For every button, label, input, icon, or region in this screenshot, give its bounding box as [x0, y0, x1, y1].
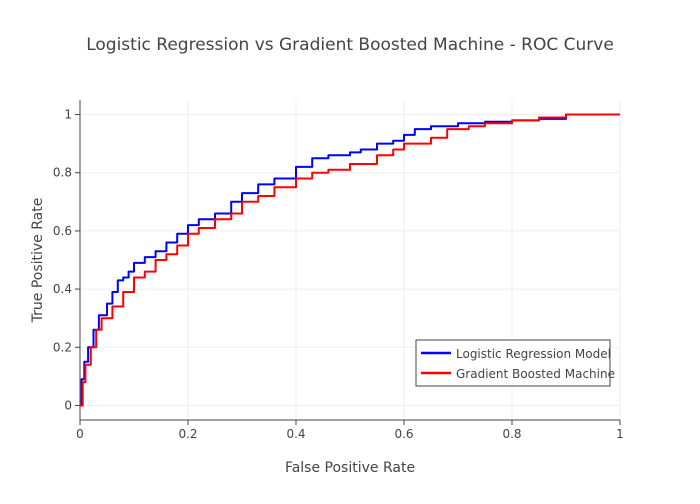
y-tick-label: 0.2	[53, 340, 72, 354]
legend-item-logistic[interactable]: Logistic Regression Model	[421, 347, 611, 361]
axes-layer: 0 0.2 0.4 0.6 0.8 1 0 0.2 0.4 0.6 0.8 1	[53, 100, 624, 441]
y-axis-label: True Positive Rate	[30, 198, 46, 324]
x-tick-label: 0.2	[178, 427, 197, 441]
series-line-logistic-regression	[80, 113, 620, 407]
x-tick-label: 0.8	[502, 427, 521, 441]
grid-layer	[80, 100, 621, 420]
x-tick-label: 0.4	[286, 427, 305, 441]
x-tick-label: 0	[76, 427, 84, 441]
y-tick-label: 0.4	[53, 282, 72, 296]
x-tick-label: 0.6	[394, 427, 413, 441]
y-tick-label: 0.6	[53, 224, 72, 238]
series-line-gradient-boosted-machine	[80, 113, 620, 407]
legend-box	[415, 339, 611, 387]
y-tick-label: 0.8	[53, 166, 72, 180]
x-tick-label: 1	[616, 427, 624, 441]
series-layer	[80, 113, 620, 407]
legend-label-logistic: Logistic Regression Model	[456, 347, 611, 361]
legend-label-gbm: Gradient Boosted Machine	[456, 367, 615, 381]
chart-title: Logistic Regression vs Gradient Boosted …	[86, 35, 614, 55]
y-tick-label: 1	[64, 108, 72, 122]
x-axis-label: False Positive Rate	[285, 460, 415, 476]
y-tick-label: 0	[64, 398, 72, 412]
legend-item-gbm[interactable]: Gradient Boosted Machine	[421, 367, 615, 381]
legend: Logistic Regression Model Gradient Boost…	[415, 339, 615, 387]
